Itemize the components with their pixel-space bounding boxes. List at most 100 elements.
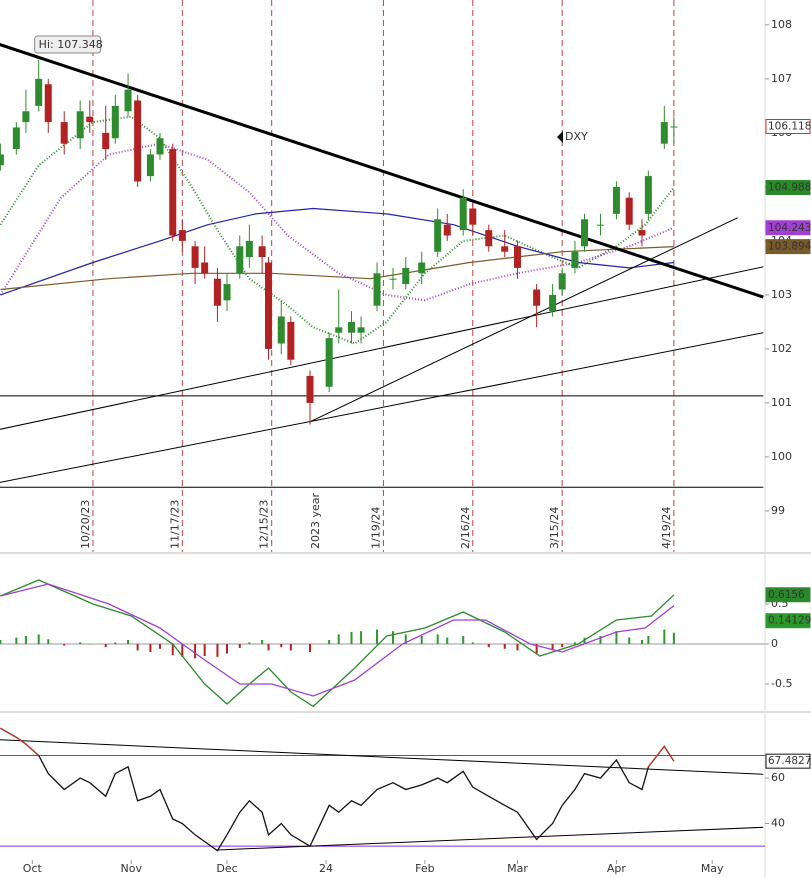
candle-body: [660, 122, 668, 144]
candle-body: [357, 327, 365, 333]
histogram-bar: [599, 636, 602, 644]
histogram-bar: [79, 642, 82, 644]
histogram-bar: [350, 632, 353, 644]
candle-body: [335, 327, 343, 333]
histogram-bar: [261, 640, 264, 644]
candle-body: [60, 122, 68, 144]
annotation-box: [34, 35, 102, 54]
trendline: [0, 266, 764, 430]
event-label: 12/15/23: [258, 500, 271, 549]
x-tick-label: Apr: [607, 862, 627, 875]
histogram-bar: [535, 644, 538, 654]
candle-body: [348, 321, 355, 333]
histogram-bar: [203, 644, 206, 656]
y-tick-label: 107: [771, 72, 792, 85]
histogram-bar: [216, 644, 219, 657]
histogram-bar: [171, 644, 174, 656]
trendline: [0, 332, 764, 483]
event-label: 10/20/23: [79, 500, 92, 549]
y-tick-label: 99: [771, 504, 785, 517]
overbought-segment: [647, 745, 665, 768]
histogram-bar: [551, 644, 554, 651]
candle-body: [596, 224, 604, 226]
candle-body: [306, 375, 314, 403]
moving-average: [0, 246, 674, 291]
value-label: 106.118: [768, 120, 811, 132]
candle-body: [373, 273, 381, 306]
candle-body: [35, 78, 43, 106]
histogram-bar: [280, 644, 283, 648]
candle-body: [612, 186, 620, 214]
candle-body: [513, 246, 521, 268]
candle-body: [86, 116, 94, 123]
histogram-bar: [647, 636, 650, 644]
value-label: 0.14129: [768, 615, 811, 627]
indicator-line: [0, 727, 675, 852]
histogram-bar: [37, 634, 40, 644]
candle-body: [245, 240, 253, 258]
histogram-bar: [446, 637, 449, 644]
candle-body: [443, 224, 451, 236]
candle-body: [0, 154, 4, 166]
candle-body: [156, 138, 164, 155]
value-label: 104.988: [768, 182, 811, 194]
histogram-bar: [47, 639, 50, 644]
histogram-bar: [238, 644, 241, 648]
histogram-bar: [376, 629, 379, 644]
candle-body: [625, 197, 633, 225]
histogram-bar: [561, 644, 564, 648]
histogram-bar: [573, 642, 576, 644]
overbought-segment: [15, 736, 27, 745]
x-tick-label: 24: [319, 862, 333, 875]
candle-body: [434, 219, 442, 252]
overbought-segment: [663, 746, 675, 762]
histogram-bar: [88, 644, 91, 645]
annotation: Hi: 107.348: [39, 38, 103, 51]
value-label-box: [765, 180, 811, 196]
histogram-bar: [63, 644, 66, 646]
value-label-box: [765, 118, 811, 134]
histogram-bar: [360, 631, 363, 644]
indicator-line: [0, 579, 675, 708]
candle-body: [258, 246, 266, 258]
histogram-bar: [114, 642, 117, 644]
histogram-bar: [0, 640, 2, 644]
candle-body: [169, 149, 177, 236]
candle-body: [12, 127, 20, 150]
histogram-bar: [640, 640, 643, 644]
candle-body: [236, 246, 244, 274]
trendline: [0, 43, 764, 299]
histogram-bar: [104, 644, 107, 648]
histogram-bar: [337, 634, 340, 644]
x-tick-label: May: [701, 862, 724, 875]
candle-body: [201, 262, 209, 274]
y-tick-label: 100: [771, 450, 792, 463]
event-label: 11/17/23: [168, 500, 181, 549]
histogram-bar: [289, 644, 292, 651]
macd-panel: [0, 579, 765, 708]
histogram-bar: [436, 634, 439, 644]
y-tick-label: 103: [771, 288, 792, 301]
candle-body: [644, 176, 652, 214]
trendline: [0, 739, 764, 775]
candle-body: [533, 289, 541, 306]
candle-body: [325, 338, 333, 387]
event-label: 4/19/24: [660, 507, 673, 549]
histogram-bar: [328, 640, 331, 644]
trendline: [217, 826, 764, 851]
histogram-bar: [127, 640, 130, 644]
histogram-bar: [391, 631, 394, 644]
event-label: 3/15/24: [548, 507, 561, 549]
candle-body: [223, 284, 231, 301]
y-tick-label: -0.5: [771, 677, 792, 690]
overbought-segment: [25, 743, 40, 756]
histogram-bar: [615, 631, 618, 644]
event-label: 1/19/24: [369, 507, 382, 549]
event-label: 2/16/24: [459, 507, 472, 549]
candle-body: [178, 230, 186, 241]
axes: 991001011021031041051061071080.50-0.5604…: [23, 18, 811, 875]
candle-body: [571, 251, 579, 268]
y-tick-label: 101: [771, 396, 792, 409]
trendline: [309, 217, 738, 423]
